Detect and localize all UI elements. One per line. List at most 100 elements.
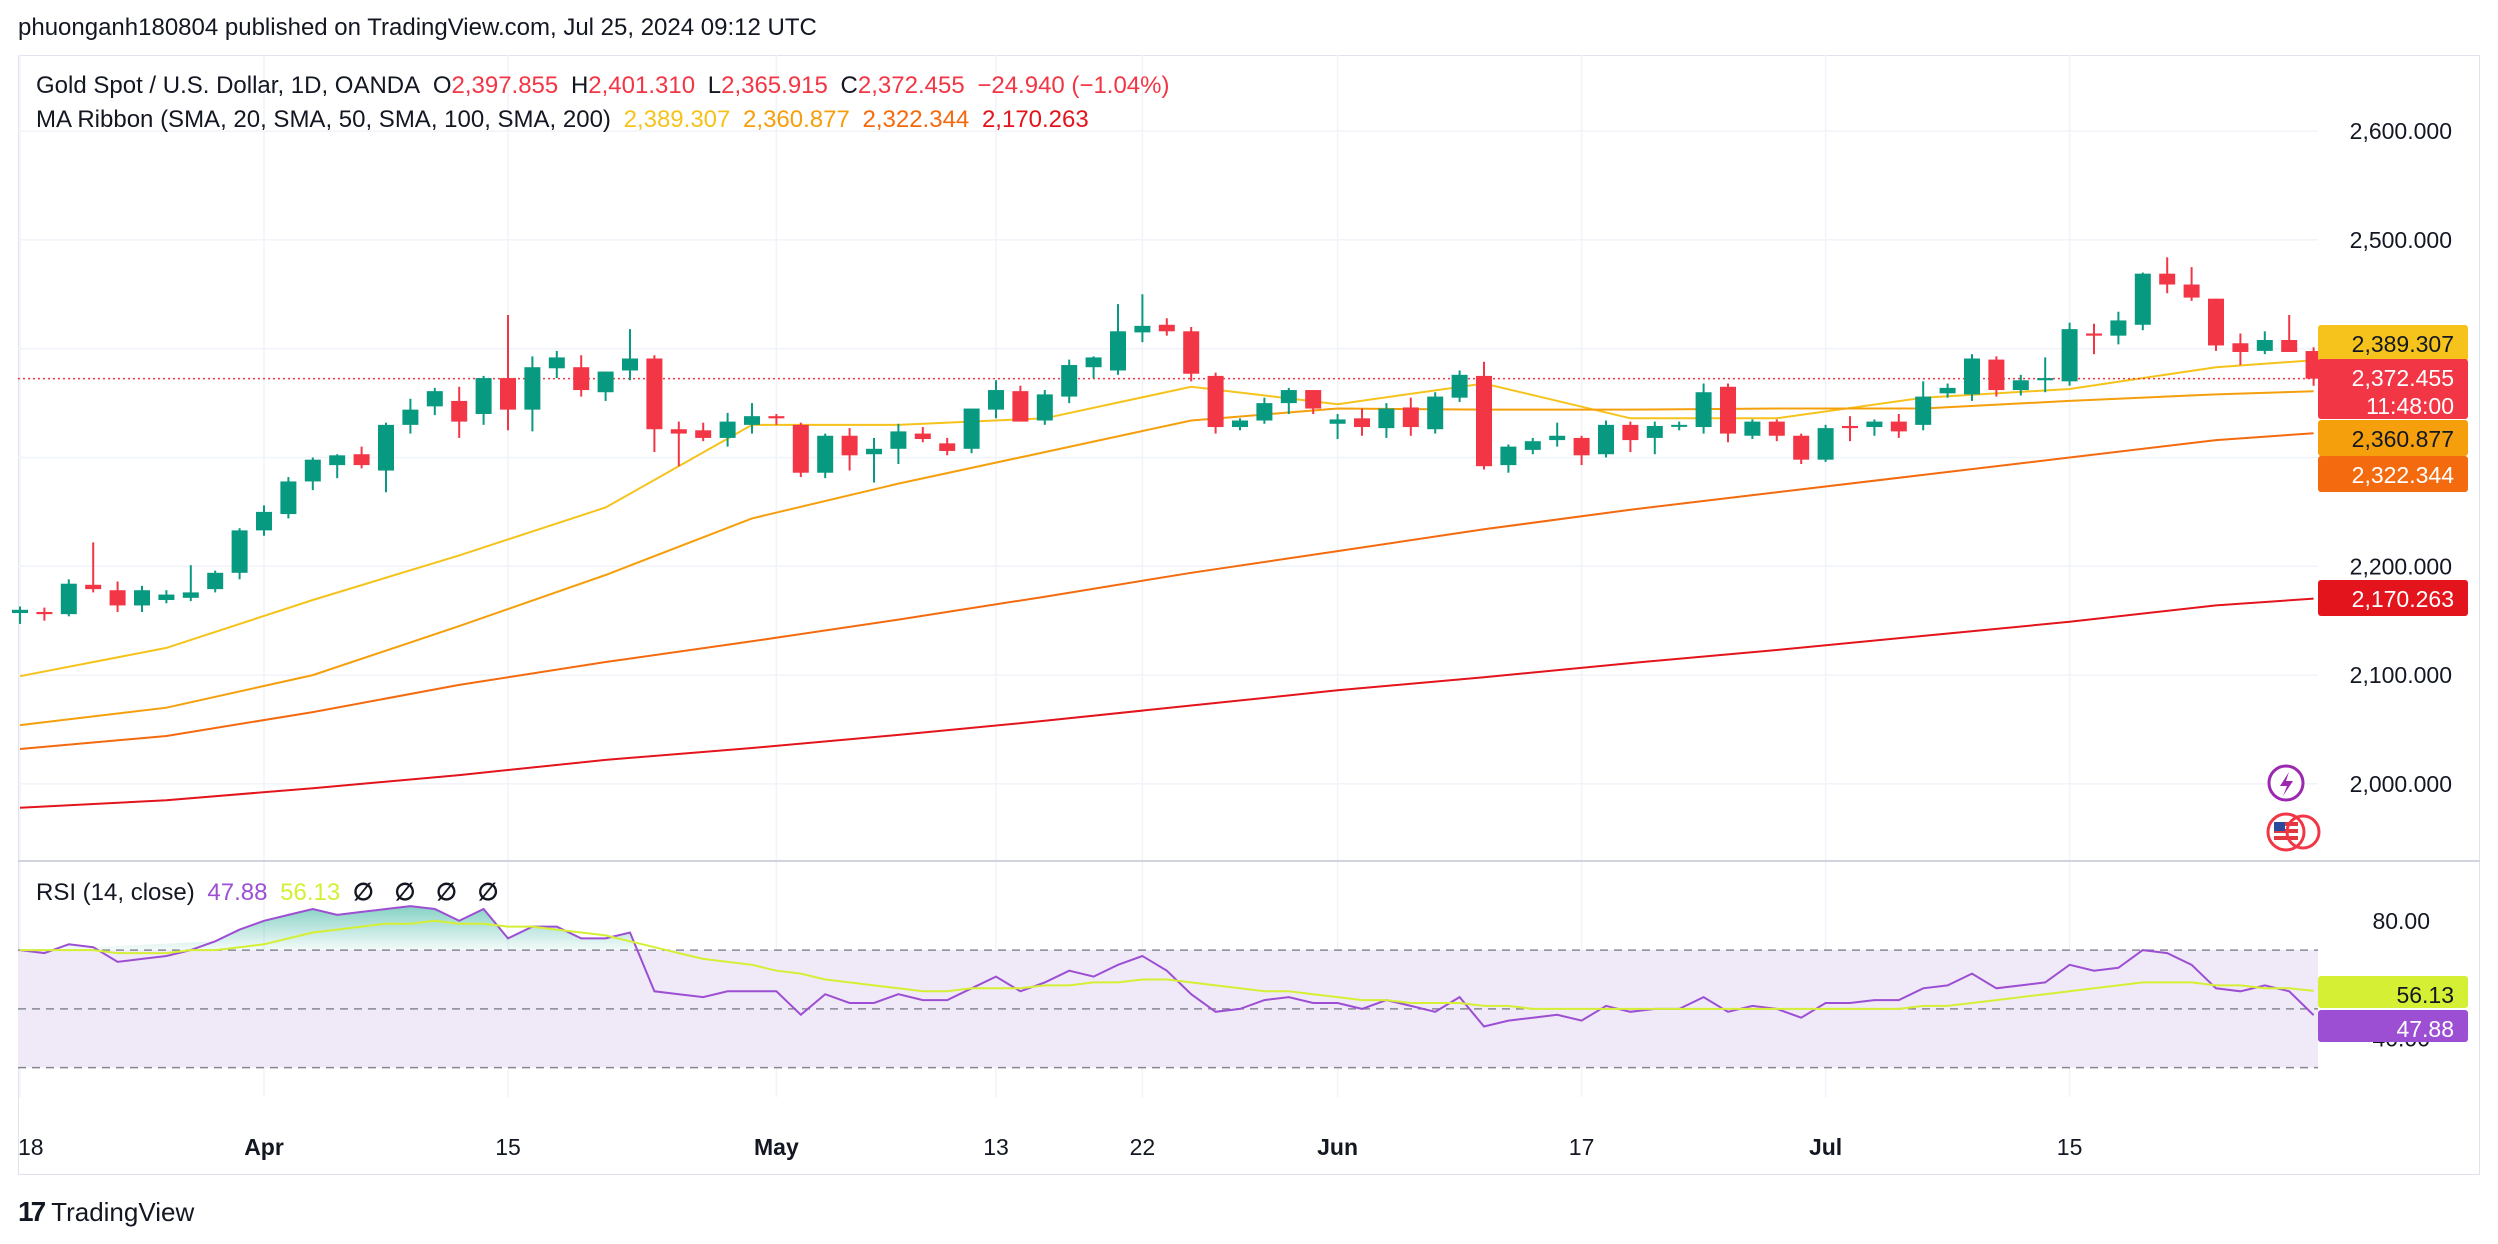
candle <box>2012 374 2029 396</box>
candle <box>1817 424 1834 462</box>
candle-body <box>109 590 126 606</box>
ma-line-sma200 <box>19 597 2314 809</box>
candle-body <box>402 409 419 425</box>
candle <box>1671 421 1688 431</box>
candle-body <box>573 367 590 391</box>
candle <box>914 427 931 443</box>
ma50-price-label-text: 2,360.877 <box>2352 426 2454 452</box>
candle-body <box>1305 390 1322 409</box>
tradingview-branding[interactable]: 17 TradingView <box>18 1196 194 1228</box>
candle-body <box>1768 421 1785 436</box>
candle <box>939 437 956 456</box>
candle <box>36 607 53 621</box>
candle-body <box>1134 325 1151 333</box>
candle-body <box>622 358 638 371</box>
candle-body <box>1158 324 1175 332</box>
candle <box>1402 397 1419 436</box>
low-value: 2,365.915 <box>721 72 828 99</box>
candle <box>2232 333 2249 366</box>
candle-body <box>2159 273 2176 285</box>
ma-line-sma50 <box>19 390 2314 727</box>
rsi-label-text: 47.88 <box>2396 1016 2454 1042</box>
candle-body <box>207 572 224 590</box>
candle-body <box>1817 428 1834 460</box>
candle-body <box>1256 403 1273 421</box>
candle-body <box>1500 446 1517 466</box>
candle <box>1768 419 1785 442</box>
candle-body <box>500 378 516 410</box>
candle-body <box>768 416 785 419</box>
na-value-4: ∅ <box>477 879 499 906</box>
candle <box>1305 390 1322 414</box>
candle-body <box>646 358 663 430</box>
candle-body <box>597 371 614 393</box>
candle <box>1890 413 1907 438</box>
candle <box>2061 322 2078 386</box>
candle-body <box>1451 374 1468 398</box>
candle <box>2110 311 2127 345</box>
candle-body <box>378 424 394 471</box>
candle-body <box>866 448 882 455</box>
candle <box>475 375 492 425</box>
candle <box>1476 361 1492 470</box>
time-axis-tick: 13 <box>983 1134 1009 1160</box>
candle <box>2134 272 2151 331</box>
candle <box>1329 413 1346 440</box>
candle-body <box>841 435 858 456</box>
candle <box>1695 383 1712 434</box>
candle-body <box>695 430 712 438</box>
rsi-title[interactable]: RSI (14, close) <box>36 879 195 906</box>
flag-icon-stripe <box>2274 826 2298 829</box>
candle-body <box>1012 391 1029 422</box>
candle <box>1524 437 1541 455</box>
candle-body <box>353 454 370 466</box>
candle <box>2183 267 2200 301</box>
candle-body <box>1549 435 1566 441</box>
candle-body <box>548 357 565 369</box>
candle <box>402 398 419 434</box>
candle <box>646 355 663 453</box>
symbol-title[interactable]: Gold Spot / U.S. Dollar, 1D, OANDA <box>36 72 421 99</box>
candle-body <box>1622 424 1639 441</box>
candle-body <box>1890 421 1907 432</box>
close-value: 2,372.455 <box>857 72 965 99</box>
candle <box>1646 421 1663 455</box>
ma100-value: 2,322.344 <box>862 106 970 133</box>
lightning-icon-bolt <box>2280 772 2293 796</box>
candle-body <box>36 611 53 615</box>
candle <box>866 437 882 483</box>
candle <box>109 581 126 612</box>
candle-body <box>1646 425 1663 438</box>
candle <box>1988 356 2005 397</box>
candle-body <box>280 481 297 515</box>
candle <box>1427 392 1444 434</box>
candle <box>329 454 346 479</box>
candle-body <box>426 391 443 407</box>
ma-ribbon-title[interactable]: MA Ribbon (SMA, 20, SMA, 50, SMA, 100, S… <box>36 106 611 133</box>
candle-body <box>719 421 736 438</box>
candle <box>622 329 638 381</box>
price-axis-tick: 2,600.000 <box>2350 118 2452 144</box>
candle <box>2159 257 2176 294</box>
candle-body <box>182 592 199 598</box>
candle <box>1354 408 1370 436</box>
axes: 2,600.000 2,500.000 2,200.000 2,100.000 2,00… <box>18 118 2452 1160</box>
candle-body <box>2134 273 2151 325</box>
candle-body <box>744 416 760 425</box>
candle <box>597 371 614 401</box>
candle-body <box>792 424 809 473</box>
ma-line-sma20 <box>19 359 2314 678</box>
candle-body <box>2208 298 2224 346</box>
candle <box>1842 416 1858 442</box>
candle-body <box>1744 421 1761 436</box>
candle-body <box>524 367 541 410</box>
last-price-label-text: 11:48:00 <box>2366 393 2454 419</box>
candle-body <box>1671 424 1688 427</box>
candle-body <box>1110 331 1126 371</box>
candle-body <box>1329 419 1346 424</box>
candle <box>1744 419 1761 440</box>
candle <box>85 542 102 593</box>
pane-icons <box>2266 764 2321 852</box>
candle <box>1793 433 1810 465</box>
